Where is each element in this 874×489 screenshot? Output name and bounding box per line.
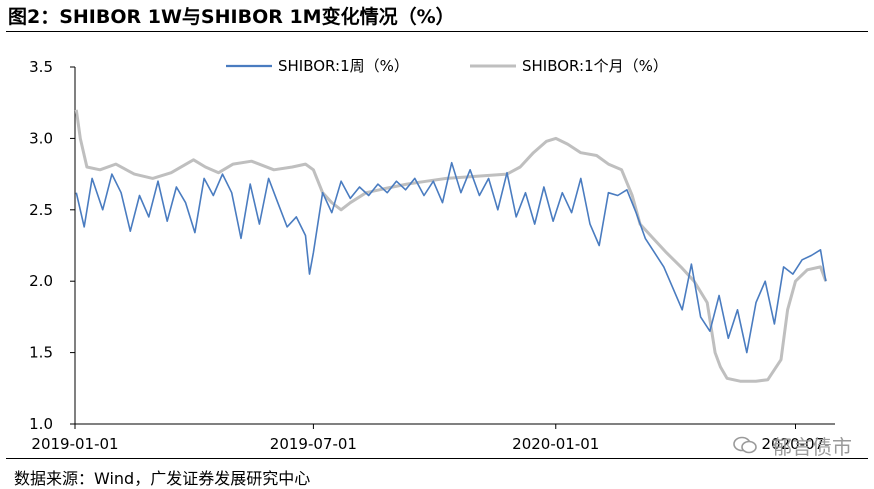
y-tick-label: 2.5 bbox=[29, 201, 53, 219]
legend: SHIBOR:1周（%） SHIBOR:1个月（%） bbox=[226, 57, 668, 75]
chart-title: 图2：SHIBOR 1W与SHIBOR 1M变化情况（%） bbox=[8, 6, 455, 28]
x-tick-label: 2020-01-01 bbox=[512, 435, 599, 453]
x-tick-label: 2019-01-01 bbox=[31, 435, 118, 453]
x-tick-label: 2020-07- bbox=[761, 435, 829, 453]
y-tick-label: 3.5 bbox=[29, 58, 53, 76]
legend-label-1m: SHIBOR:1个月（%） bbox=[522, 57, 668, 75]
wechat-icon bbox=[733, 436, 757, 454]
y-axis: 3.5 3.0 2.5 2.0 1.5 1.0 bbox=[29, 58, 76, 433]
y-tick-label: 1.5 bbox=[29, 344, 53, 362]
y-tick-label: 1.0 bbox=[29, 415, 53, 433]
line-chart: 3.53.02.52.01.51.0 2019-01-01 2019-07-01 2… bbox=[29, 57, 835, 453]
source-note: 数据来源：Wind，广发证券发展研究中心 bbox=[14, 469, 311, 488]
series-line-0 bbox=[75, 161, 827, 354]
y-tick-label: 3.0 bbox=[29, 129, 53, 147]
y-tick-label: 2.0 bbox=[29, 272, 53, 290]
source-rule bbox=[6, 458, 868, 459]
legend-label-1w: SHIBOR:1周（%） bbox=[278, 57, 409, 75]
series-layer bbox=[74, 109, 828, 383]
title-rule bbox=[6, 31, 868, 32]
x-axis: 2019-01-01 2019-07-01 2020-01-01 2020-07- bbox=[31, 423, 835, 453]
x-tick-label: 2019-07-01 bbox=[270, 435, 357, 453]
series-line-1 bbox=[74, 109, 828, 383]
watermark: 郁言债市 bbox=[772, 435, 852, 459]
